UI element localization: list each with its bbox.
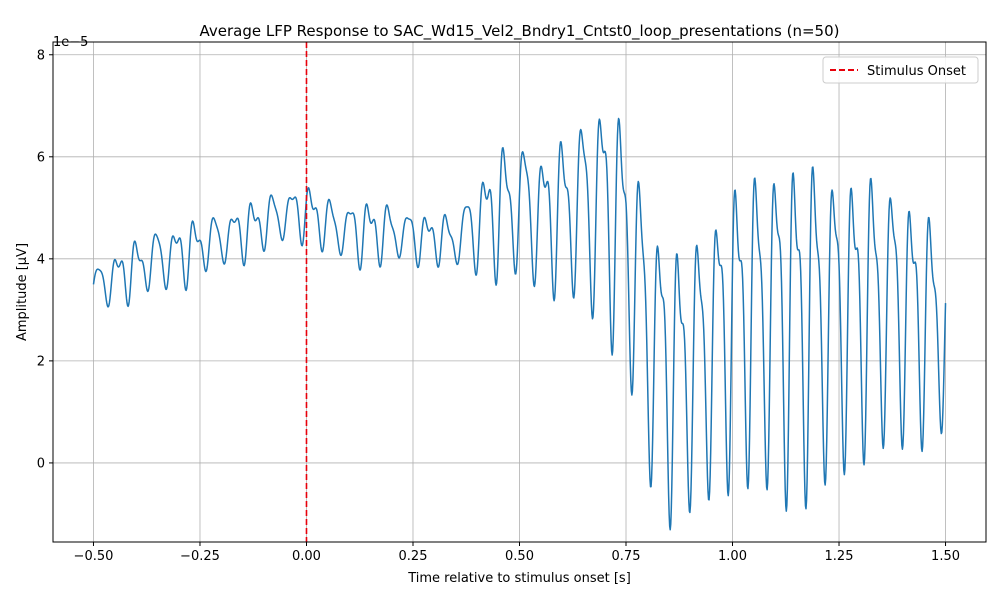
legend-label-stimulus-onset: Stimulus Onset: [867, 64, 966, 79]
y-ticks: 0 2 4 6 8: [37, 48, 53, 471]
x-axis-label: Time relative to stimulus onset [s]: [407, 571, 631, 586]
legend-box: [822, 56, 979, 84]
legend: Stimulus Onset: [822, 56, 979, 84]
y-axis-offset-label: 1e−5: [53, 35, 88, 50]
x-tick-label: −0.25: [180, 549, 220, 564]
x-tick-label: 1.00: [718, 549, 747, 564]
y-tick-label: 8: [37, 48, 45, 63]
y-tick-label: 6: [37, 150, 45, 165]
y-tick-label: 2: [37, 354, 45, 369]
x-tick-label: 0.25: [399, 549, 428, 564]
x-tick-label: 1.50: [931, 549, 960, 564]
x-ticks: −0.50 −0.25 0.00 0.25 0.50 0.75 1.00 1.25 1.50: [74, 542, 960, 564]
x-tick-label: −0.50: [74, 549, 114, 564]
x-tick-label: 0.50: [505, 549, 534, 564]
series-layer: [92, 117, 947, 531]
x-tick-label: 1.25: [825, 549, 854, 564]
x-tick-label: 0.00: [292, 549, 321, 564]
chart-title: Average LFP Response to SAC_Wd15_Vel2_Bn…: [200, 22, 840, 41]
y-tick-label: 0: [37, 456, 45, 471]
x-tick-label: 0.75: [612, 549, 641, 564]
y-axis-label: Amplitude [µV]: [15, 243, 30, 341]
y-tick-label: 4: [37, 252, 45, 267]
lfp-series-line: [92, 117, 947, 531]
